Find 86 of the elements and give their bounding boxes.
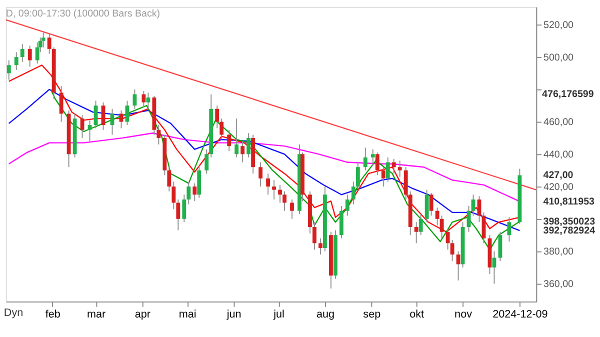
- x-tick-label: feb: [45, 308, 60, 321]
- candlestick: [227, 129, 232, 152]
- x-tick-label: aug: [316, 308, 334, 321]
- candlestick: [119, 110, 124, 129]
- candlestick: [192, 182, 197, 202]
- x-tick-label: jul: [272, 308, 284, 321]
- x-tick-label: mai: [178, 308, 196, 321]
- candlestick: [375, 152, 380, 176]
- candlestick: [176, 198, 180, 231]
- annotation: 398,350023: [543, 216, 596, 228]
- x-tick-label: 2024-12-09: [492, 308, 548, 321]
- candlestick: [446, 228, 450, 250]
- candlestick: [392, 158, 396, 174]
- candlestick: [363, 147, 368, 171]
- candlestick: [356, 162, 360, 190]
- candlestick: [370, 148, 375, 166]
- text: Dyn: [4, 307, 24, 320]
- candlestick: [240, 140, 245, 163]
- candlestick: [47, 34, 52, 54]
- candlestick: [234, 118, 239, 158]
- candlestick: [110, 108, 114, 136]
- candlestick: [28, 45, 32, 68]
- candlestick: [6, 60, 11, 80]
- candlestick: [146, 92, 150, 110]
- candlestick: [20, 44, 24, 62]
- y-tick-label: 380,00: [544, 246, 574, 258]
- candlestick: [182, 194, 186, 223]
- annotation: 410,811953: [543, 196, 596, 208]
- candlestick: [440, 215, 444, 239]
- candlestick: [450, 239, 454, 262]
- candlestick: [482, 212, 486, 244]
- candlestick: [312, 222, 316, 250]
- candlestick: [498, 231, 502, 262]
- candlestick: [80, 114, 84, 138]
- y-tick-label: 520,00: [544, 20, 574, 32]
- candlestick: [172, 181, 176, 210]
- candlestick: [220, 118, 224, 140]
- y-tick-label: 500,00: [544, 52, 574, 64]
- chart-title: D, 09:00-17:30 (100000 Bars Back): [6, 8, 160, 20]
- candlestick: [351, 181, 356, 205]
- candlestick: [35, 42, 40, 64]
- candlestick: [14, 52, 18, 70]
- candlestick: [345, 194, 350, 216]
- candlestick: [204, 148, 209, 174]
- candlestick: [278, 184, 282, 204]
- x-tick-label: jun: [226, 308, 242, 321]
- candlestick: [381, 166, 386, 188]
- x-tick-label: sep: [363, 308, 381, 321]
- candlestick: [88, 120, 92, 142]
- candlestick: [386, 156, 390, 182]
- candlestick: [318, 238, 322, 256]
- annotation: 427,00: [543, 170, 574, 182]
- text: 476,176599: [542, 89, 594, 100]
- x-tick-label: nov: [454, 308, 473, 321]
- candlestick: [142, 90, 146, 108]
- candlestick: [186, 181, 191, 205]
- candlestick: [246, 132, 251, 158]
- candlestick: [507, 216, 512, 242]
- candlestick: [435, 207, 440, 226]
- candlestick: [418, 214, 423, 236]
- y-tick-label: 360,00: [544, 279, 574, 290]
- candlestick: [282, 190, 286, 212]
- candlestick: [101, 102, 106, 130]
- candlestick: [429, 192, 434, 216]
- x-tick-label: apr: [134, 308, 151, 321]
- candlestick: [41, 32, 46, 48]
- candlestick: [215, 105, 220, 129]
- candlestick: [471, 194, 476, 216]
- line-series: [8, 132, 520, 202]
- candlestick: [156, 124, 161, 145]
- candlestick: [290, 198, 294, 220]
- candlestick: [272, 180, 276, 200]
- y-tick-label: 460,00: [544, 117, 574, 128]
- y-tick-label: 420,00: [544, 182, 574, 193]
- y-tick-label: 440,00: [544, 150, 574, 161]
- candlestick: [125, 100, 130, 126]
- candlestick: [414, 222, 418, 244]
- x-tick-label: mar: [86, 308, 106, 321]
- candlestick: [398, 160, 402, 178]
- x-tick-label: okt: [410, 308, 424, 321]
- candlestick: [258, 162, 263, 188]
- annotation: 392,782924: [543, 226, 596, 237]
- candlestick: [266, 173, 270, 196]
- candlestick: [167, 165, 172, 192]
- candlestick: [94, 100, 98, 129]
- candlestick: [59, 86, 64, 122]
